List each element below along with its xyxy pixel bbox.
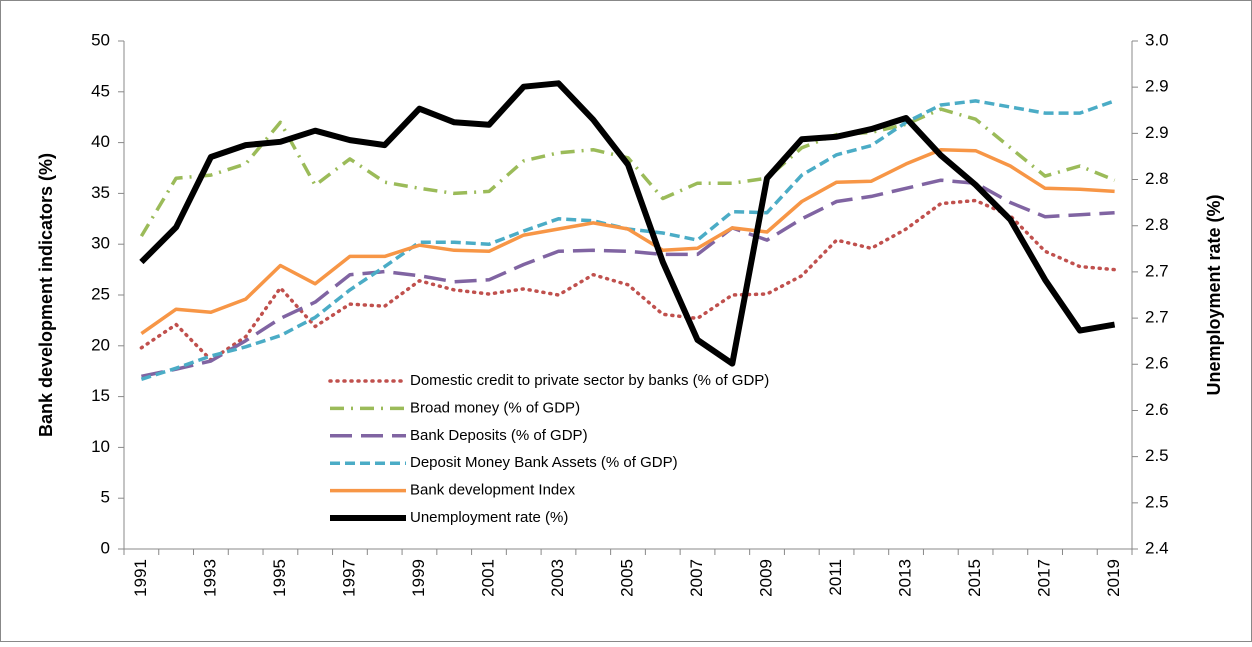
- x-tick-label: 1997: [339, 559, 358, 597]
- y2-tick-label: 2.9: [1145, 77, 1169, 96]
- y-axis-title: Bank development indicators (%): [36, 153, 56, 437]
- y-tick-label: 30: [91, 234, 110, 253]
- y2-tick-label: 2.4: [1145, 538, 1169, 557]
- x-tick-label: 2019: [1104, 559, 1123, 597]
- legend-label: Unemployment rate (%): [410, 509, 568, 526]
- legend-label: Bank Deposits (% of GDP): [410, 427, 588, 444]
- y-tick-label: 35: [91, 183, 110, 202]
- x-tick-label: 2011: [826, 559, 845, 596]
- x-tick-label: 2009: [757, 559, 776, 597]
- y-tick-label: 10: [91, 437, 110, 456]
- y-tick-label: 15: [91, 386, 110, 405]
- y2-tick-label: 2.7: [1145, 261, 1169, 280]
- x-tick-label: 1999: [409, 559, 428, 597]
- x-tick-label: 2007: [687, 559, 706, 597]
- x-tick-label: 2001: [478, 559, 497, 597]
- y-tick-label: 40: [91, 132, 110, 151]
- y2-tick-label: 2.7: [1145, 308, 1169, 327]
- legend-label: Deposit Money Bank Assets (% of GDP): [410, 454, 678, 471]
- series-line: [139, 198, 1117, 362]
- x-tick-label: 2005: [617, 559, 636, 597]
- y-tick-label: 25: [91, 284, 110, 303]
- y-tick-label: 20: [91, 335, 110, 354]
- x-tick-label: 1993: [200, 559, 219, 597]
- series-line: [139, 107, 1116, 237]
- y-tick-label: 5: [101, 488, 110, 507]
- y2-axis-title: Unemployment rate (%): [1204, 194, 1224, 395]
- x-tick-label: 2015: [965, 559, 984, 597]
- y2-tick-label: 2.5: [1145, 492, 1169, 511]
- y2-tick-label: 2.8: [1145, 169, 1169, 188]
- y-tick-label: 0: [101, 538, 110, 557]
- series-line: [139, 80, 1116, 367]
- y2-tick-label: 2.8: [1145, 215, 1169, 234]
- series-line: [140, 147, 1115, 336]
- x-tick-label: 1991: [131, 559, 150, 597]
- y2-tick-label: 2.6: [1145, 400, 1169, 419]
- y-tick-label: 50: [91, 30, 110, 49]
- legend-label: Domestic credit to private sector by ban…: [410, 372, 769, 389]
- x-tick-label: 2013: [896, 559, 915, 597]
- y2-tick-label: 2.9: [1145, 123, 1169, 142]
- legend-label: Broad money (% of GDP): [410, 399, 580, 416]
- y2-tick-label: 2.6: [1145, 354, 1169, 373]
- legend-label: Bank development Index: [410, 482, 576, 499]
- x-tick-label: 1995: [270, 559, 289, 597]
- y2-tick-label: 2.5: [1145, 446, 1169, 465]
- y2-tick-label: 3.0: [1145, 30, 1169, 49]
- y-tick-label: 45: [91, 81, 110, 100]
- x-tick-label: 2003: [548, 559, 567, 597]
- x-tick-label: 2017: [1035, 559, 1054, 597]
